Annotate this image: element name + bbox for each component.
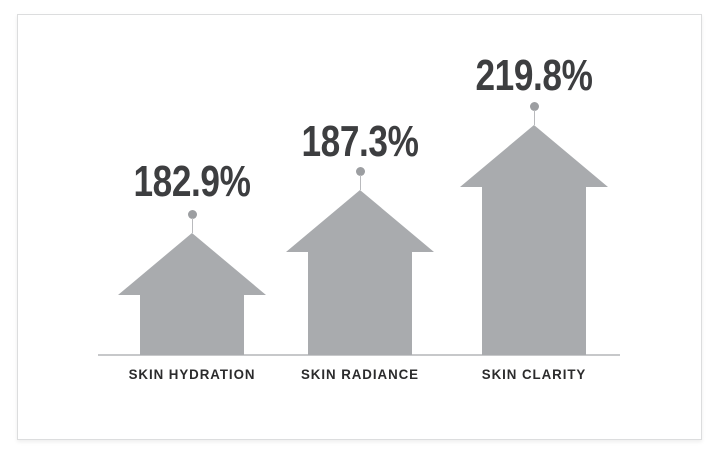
- value-label: 182.9%: [133, 157, 251, 206]
- dot-marker-icon: [187, 209, 197, 219]
- value-label: 187.3%: [301, 117, 419, 166]
- category-label: SKIN HYDRATION: [128, 366, 256, 382]
- dot-marker-icon: [529, 101, 539, 111]
- x-axis-baseline: [98, 354, 620, 356]
- dot-connector-line: [191, 218, 193, 233]
- dot-connector-line: [359, 175, 361, 190]
- category-label: SKIN RADIANCE: [300, 366, 420, 382]
- dot-connector-line: [533, 110, 535, 125]
- category-label: SKIN CLARITY: [481, 366, 587, 382]
- dot-marker-icon: [355, 166, 365, 176]
- value-label: 219.8%: [475, 51, 593, 100]
